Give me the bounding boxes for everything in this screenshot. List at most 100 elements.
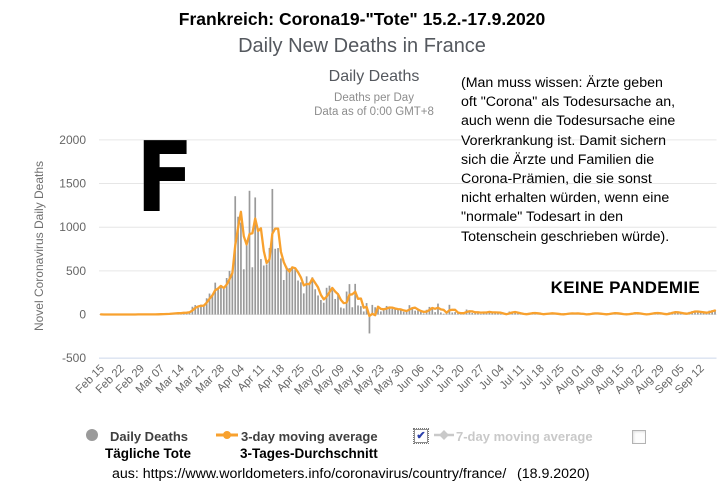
daily-deaths-bar — [360, 306, 362, 315]
daily-deaths-bar — [248, 190, 251, 315]
daily-deaths-bar — [439, 312, 442, 315]
ma3-line — [99, 210, 717, 318]
daily-deaths-bar — [368, 314, 371, 334]
daily-deaths-bar — [300, 282, 302, 315]
daily-deaths-bar — [677, 312, 679, 315]
daily-deaths-bar — [257, 228, 259, 315]
empty-checkbox[interactable] — [632, 430, 646, 444]
daily-deaths-bar — [697, 311, 699, 315]
daily-deaths-bar — [217, 288, 219, 315]
legend-daily-deaths[interactable]: Daily Deaths — [110, 429, 189, 444]
daily-deaths-bar — [354, 283, 357, 315]
daily-deaths-bar — [291, 267, 294, 315]
daily-deaths-bar — [325, 287, 328, 315]
daily-deaths-bar — [294, 269, 297, 315]
daily-deaths-bar — [351, 307, 354, 315]
page-title: Frankreich: Corona19-"Tote" 15.2.-17.9.2… — [178, 9, 546, 29]
daily-deaths-bar — [679, 313, 682, 315]
daily-deaths-bar — [337, 293, 339, 315]
daily-deaths-bar — [197, 307, 199, 315]
daily-deaths-bar — [454, 312, 456, 315]
daily-deaths-bar — [208, 293, 211, 315]
daily-deaths-bar — [274, 248, 277, 315]
ma7-checkbox-checked[interactable]: ✔ — [413, 428, 429, 444]
daily-deaths-bar — [434, 312, 436, 315]
daily-deaths-bar — [514, 312, 516, 315]
daily-deaths-bar — [240, 222, 242, 315]
daily-deaths-bar — [220, 286, 222, 315]
daily-deaths-bar — [388, 308, 391, 315]
daily-deaths-bar — [405, 311, 408, 315]
daily-deaths-bar — [394, 308, 396, 315]
daily-deaths-bar — [194, 305, 197, 315]
daily-deaths-bar — [280, 258, 282, 315]
daily-deaths-bar — [517, 313, 519, 315]
source-citation: aus: https://www.worldometers.info/coron… — [112, 466, 507, 482]
keine-pandemie-text: KEINE PANDEMIE — [550, 278, 700, 297]
daily-deaths-bar — [714, 310, 716, 315]
daily-deaths-bar — [431, 307, 434, 315]
daily-deaths-bar — [268, 247, 271, 315]
daily-deaths-bar — [411, 307, 414, 315]
daily-deaths-bar — [402, 311, 405, 315]
legend-3day-moving-average[interactable]: 3-day moving average — [241, 429, 378, 444]
german-annotation-text: (Man muss wissen: Ärzte geben oft "Coron… — [461, 75, 676, 245]
daily-deaths-bar — [305, 276, 308, 315]
checkmark-icon: ✔ — [416, 430, 426, 442]
daily-deaths-bar — [499, 313, 502, 315]
daily-deaths-bar — [400, 309, 402, 315]
daily-deaths-bar — [228, 270, 231, 315]
daily-deaths-bar — [380, 311, 382, 315]
daily-deaths-bar — [314, 289, 317, 315]
daily-deaths-bar — [288, 268, 291, 315]
y-tick-label: 1500 — [59, 177, 86, 191]
ma7-line-marker-icon — [434, 430, 454, 440]
daily-deaths-bar — [302, 293, 305, 315]
daily-deaths-bar — [699, 312, 702, 315]
daily-deaths-bar — [702, 312, 705, 315]
daily-deaths-bar — [205, 298, 208, 315]
legend-3day-german: 3-Tages-Durchschnitt — [240, 446, 378, 461]
daily-deaths-marker-icon — [86, 429, 98, 441]
daily-deaths-bar — [414, 310, 416, 315]
legend-7day-moving-average[interactable]: 7-day moving average — [456, 429, 593, 444]
daily-deaths-bar — [362, 311, 365, 315]
daily-deaths-bar — [265, 264, 268, 315]
daily-deaths-bar — [457, 313, 459, 315]
daily-deaths-bar — [200, 304, 202, 315]
daily-deaths-bar — [488, 312, 491, 315]
daily-deaths-bar — [311, 277, 314, 315]
daily-deaths-bar — [271, 188, 274, 315]
daily-deaths-bar — [322, 302, 325, 315]
daily-deaths-bar — [451, 312, 454, 315]
y-tick-label: 1000 — [59, 220, 86, 234]
daily-deaths-bar — [211, 294, 214, 315]
daily-deaths-bar — [320, 300, 322, 315]
daily-deaths-bar — [260, 259, 262, 315]
daily-deaths-bar — [328, 285, 331, 315]
daily-deaths-bar — [417, 310, 419, 315]
daily-deaths-bar — [331, 290, 334, 315]
daily-deaths-bar — [377, 308, 379, 315]
daily-deaths-bar — [297, 280, 299, 315]
daily-deaths-bar — [308, 282, 311, 315]
daily-deaths-bar — [437, 303, 439, 315]
daily-deaths-bar — [231, 270, 234, 315]
daily-deaths-bar — [285, 266, 288, 315]
citation-date: (18.9.2020) — [517, 466, 590, 482]
daily-deaths-bar — [479, 313, 482, 315]
daily-deaths-bar — [254, 197, 257, 315]
y-tick-label: 500 — [66, 264, 86, 278]
daily-deaths-bar — [242, 269, 245, 315]
daily-deaths-bar — [340, 307, 342, 315]
daily-deaths-bar — [342, 308, 345, 315]
daily-deaths-bar — [282, 280, 285, 315]
daily-deaths-bar — [491, 313, 494, 315]
daily-deaths-bar — [214, 282, 217, 315]
daily-deaths-bar — [334, 298, 337, 315]
chart-subtitle: Daily Deaths — [328, 68, 420, 85]
chart-caption-deaths-per-day: Deaths per Day — [334, 92, 414, 104]
daily-deaths-bar — [357, 305, 359, 315]
y-axis-title: Novel Coronavirus Daily Deaths — [32, 160, 46, 332]
